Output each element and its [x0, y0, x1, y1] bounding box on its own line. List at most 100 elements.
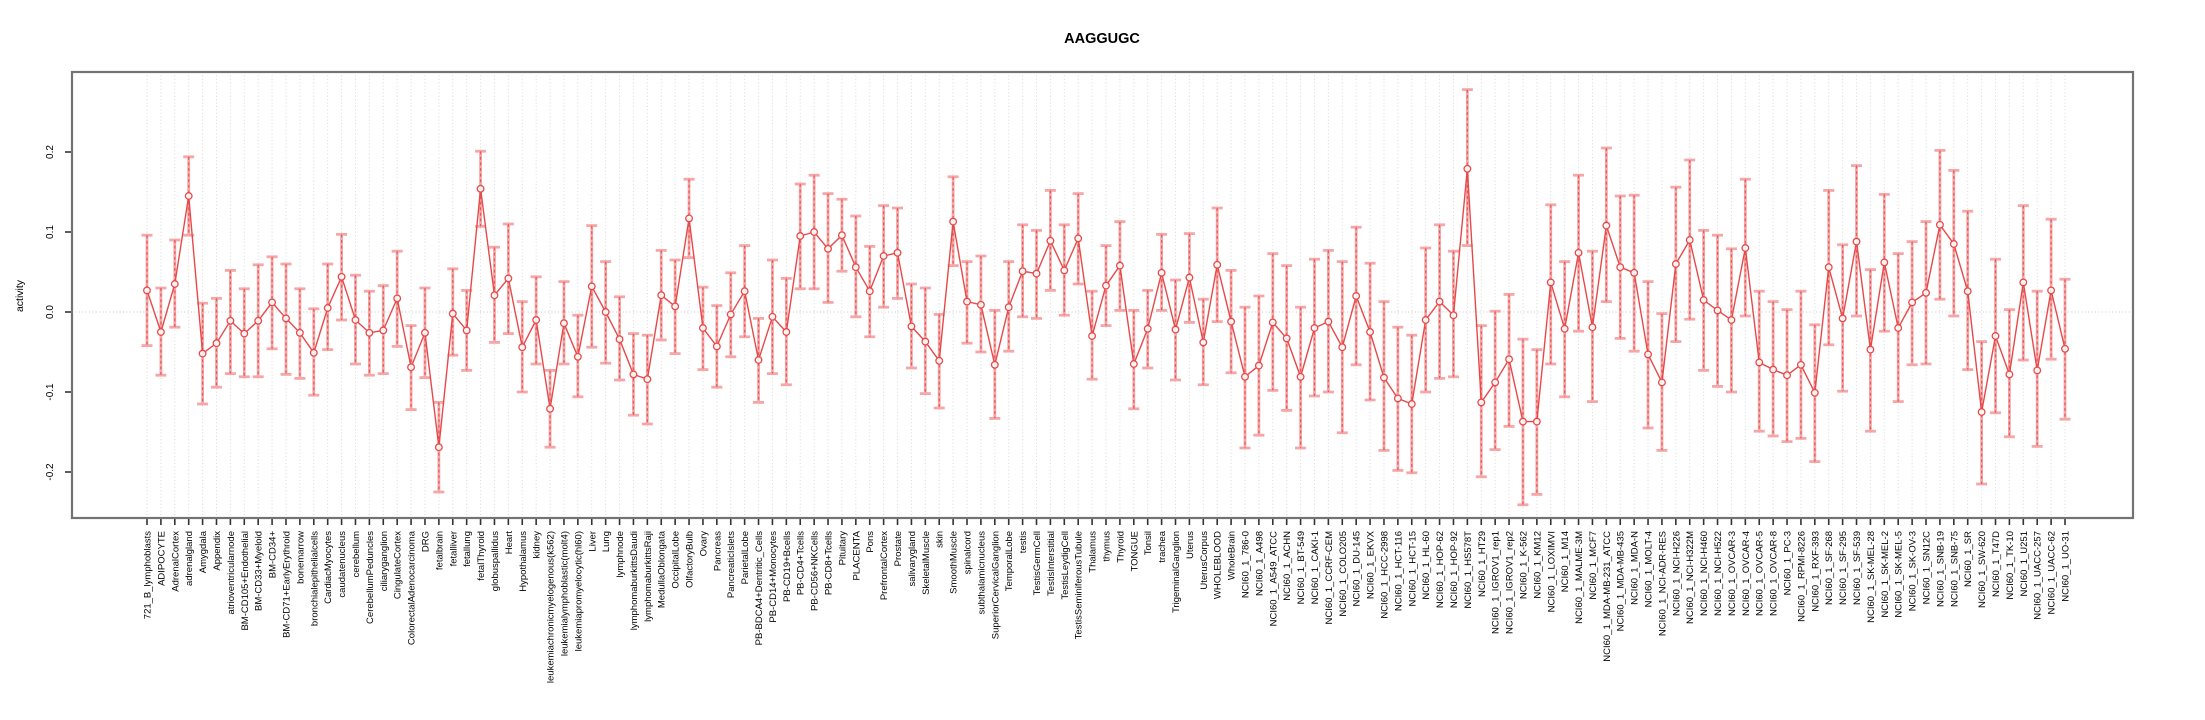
x-tick-label: lymphnode	[615, 531, 626, 577]
x-tick-label: NCI60_1_OVCAR-4	[1741, 531, 1752, 616]
x-tick-label: caudatenucleus	[337, 531, 348, 598]
x-tick-label: NCI60_1_NCI-H226	[1671, 531, 1682, 616]
data-point	[351, 316, 360, 324]
x-tick-label: NCI60_1_OVCAR-8	[1769, 531, 1780, 616]
data-point	[1810, 388, 1819, 397]
x-tick-label: CingulateCortex	[393, 531, 404, 599]
data-point	[1296, 372, 1305, 381]
x-tick-label: Uterus	[1185, 531, 1196, 559]
x-tick-label: ciliaryganglion	[379, 531, 390, 591]
data-point	[1866, 345, 1875, 354]
x-tick-label: NCI60_1_KM12	[1532, 531, 1543, 599]
data-point	[1477, 398, 1486, 407]
data-point	[448, 309, 457, 318]
data-point	[254, 316, 263, 325]
data-point	[837, 231, 846, 240]
plot-border	[70, 70, 2135, 520]
x-tick-label: NCI60_1_SF-295	[1838, 531, 1849, 605]
x-tick-label: BM-CD34+	[268, 531, 279, 579]
data-point	[1505, 355, 1514, 364]
data-point	[504, 274, 513, 283]
data-point	[1421, 316, 1430, 324]
data-point	[1463, 164, 1472, 173]
x-tick-label: fetalThyroid	[476, 531, 487, 581]
data-point	[824, 244, 832, 253]
x-tick-label: NCI60_1_HS578T	[1463, 531, 1474, 609]
data-point	[671, 302, 680, 311]
x-tick-label: NCI60_1_HCT-15	[1407, 531, 1418, 607]
x-tick-label: NCI60_1_MALME-3M	[1574, 531, 1585, 624]
x-tick-label: NCI60_1_U251	[2019, 531, 2030, 597]
data-point	[462, 326, 471, 335]
x-tick-label: NCI60_1_HL-60	[1421, 531, 1432, 600]
x-tick-label: NCI60_1_TK-10	[2005, 531, 2016, 600]
data-point	[1602, 221, 1611, 230]
x-tick-label: DRG	[420, 531, 431, 552]
x-tick-label: PancreaticIslets	[726, 531, 737, 598]
data-point	[1644, 350, 1652, 359]
x-tick-label: NCI60_1_MDA-MB-435	[1616, 531, 1627, 631]
x-tick-label: NCI60_1_CCRF-CEM	[1324, 531, 1335, 625]
data-point	[1115, 261, 1124, 270]
data-point	[1254, 361, 1263, 370]
grid-layer	[72, 72, 2133, 518]
x-tick-label: PLACENTA	[851, 530, 862, 580]
x-tick-label: WholeBrain	[1227, 531, 1238, 580]
data-point	[1977, 408, 1986, 416]
x-tick-label: OlfactoryBulb	[685, 531, 696, 588]
data-point	[601, 308, 610, 316]
x-tick-label: Hypothalamus	[518, 531, 529, 592]
data-point	[1366, 328, 1375, 336]
data-point	[1546, 278, 1555, 287]
x-tick-label: TestisGermCell	[1032, 531, 1043, 595]
x-tick-label: WHOLEBLOOD	[1213, 531, 1224, 599]
x-tick-label: NCI60_1_HCT-116	[1393, 531, 1404, 611]
x-tick-label: NCI60_1_IGROV1_rep2	[1505, 531, 1516, 634]
data-point	[726, 310, 735, 319]
y-axis-label: activity	[14, 279, 26, 312]
data-point	[170, 280, 179, 288]
x-tick-label: NCI60_1_MDA-N	[1630, 531, 1641, 605]
x-tick-label: Thyroid	[1115, 531, 1126, 563]
x-tick-label: NCI60_1_SR	[1963, 531, 1974, 587]
data-point	[490, 291, 499, 300]
data-point	[421, 328, 429, 337]
data-point	[1491, 378, 1500, 387]
x-tick-label: BM-CD33+Myeloid	[254, 531, 265, 611]
data-point	[1199, 338, 1208, 347]
x-tick-label: PrefrontalCortex	[879, 531, 890, 600]
data-layer	[141, 88, 2071, 507]
x-tick-label: Pons	[865, 531, 876, 553]
x-tick-label: MedullaOblongata	[657, 530, 668, 608]
data-point	[1004, 303, 1013, 312]
x-tick-label: Amygdala	[198, 530, 209, 573]
data-point	[963, 297, 971, 306]
data-point	[407, 363, 416, 372]
x-tick-label: NCI60_1_PC-3	[1783, 531, 1794, 595]
x-tick-label: NCI60_1_SNB-75	[1949, 531, 1960, 607]
x-tick-label: Thalamus	[1088, 531, 1099, 573]
data-point	[2061, 344, 2069, 353]
x-tick-label: NCI60_1_SN12C	[1922, 531, 1933, 605]
x-tick-label: PB-CD4+Tcells	[796, 531, 807, 595]
data-point	[337, 272, 346, 281]
x-tick-label: Lung	[601, 531, 612, 552]
y-tick-label: 0.2	[45, 145, 56, 159]
data-point	[1213, 260, 1222, 269]
data-point	[1074, 234, 1083, 243]
x-tick-label: NCI60_1_T47D	[1991, 531, 2002, 597]
x-tick-label: TestisInterstitial	[1046, 531, 1057, 596]
x-tick-label: globuspallidus	[490, 531, 501, 591]
data-point	[587, 282, 596, 291]
data-point	[295, 328, 304, 337]
x-tick-label: trachea	[1157, 530, 1168, 562]
data-point	[1616, 263, 1625, 272]
x-tick-label: BM-CD71+EarlyErythroid	[281, 531, 292, 638]
data-point	[629, 370, 638, 379]
data-point	[768, 312, 777, 321]
x-tick-label: UterusCorpus	[1199, 531, 1210, 590]
data-point	[1018, 267, 1027, 276]
data-point	[1449, 311, 1458, 320]
data-point	[1769, 365, 1778, 374]
data-point	[1796, 360, 1805, 369]
